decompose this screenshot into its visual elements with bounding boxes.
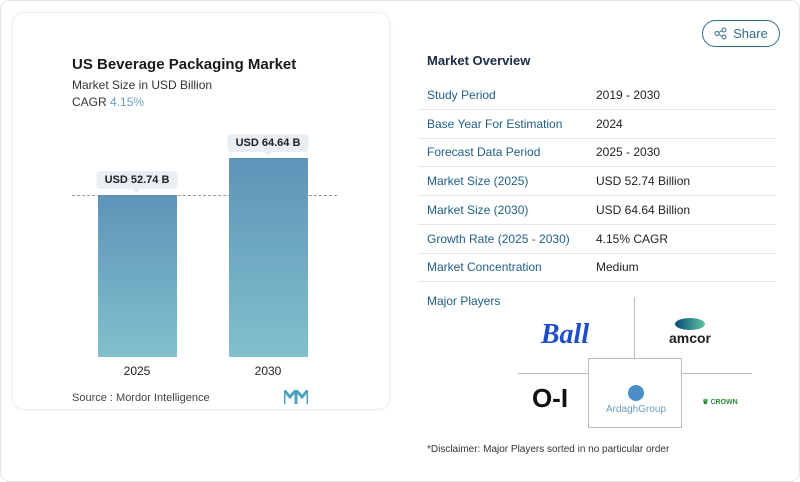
overview-row: Market Size (2030) USD 64.64 Billion — [418, 196, 775, 225]
row-value: USD 52.74 Billion — [596, 174, 691, 189]
row-value: 2024 — [596, 116, 623, 131]
overview-row: Study Period 2019 - 2030 — [418, 81, 775, 110]
cagr: CAGR 4.15% — [72, 95, 144, 109]
row-value: 2019 - 2030 — [596, 88, 661, 102]
x-tick-label: 2030 — [254, 364, 282, 378]
row-value: Medium — [596, 260, 639, 275]
cagr-label: CAGR — [72, 95, 107, 109]
bar-2025 — [98, 194, 177, 357]
row-value: 2025 - 2030 — [596, 145, 661, 160]
row-value: 4.15% CAGR — [596, 231, 669, 246]
source: Source : Mordor Intelligence — [72, 392, 210, 404]
overview-row: Forecast Data Period 2025 - 2030 — [418, 138, 775, 168]
oi-logo: O-I — [531, 382, 569, 413]
source-label: Source : — [72, 392, 113, 404]
overview-row: Market Concentration Medium — [418, 253, 775, 283]
crown-logo: ♛ CROWN — [702, 399, 738, 406]
x-tick-label: 2025 — [123, 364, 151, 378]
overview-row: Growth Rate (2025 - 2030) 4.15% CAGR — [418, 225, 775, 254]
major-players-label: Major Players — [427, 294, 501, 308]
chart-subtitle: Market Size in USD Billion — [72, 78, 213, 92]
chart-card — [12, 12, 390, 410]
ball-logo: Ball — [540, 319, 590, 350]
row-key: Base Year For Estimation — [427, 116, 563, 131]
source-value: Mordor Intelligence — [116, 392, 210, 404]
data-label: USD 52.74 B — [96, 170, 178, 193]
share-label: Share — [733, 26, 768, 41]
disclaimer: *Disclaimer: Major Players sorted in no … — [427, 444, 670, 455]
divider — [634, 297, 635, 375]
overview-row: Base Year For Estimation 2024 — [418, 110, 775, 139]
cagr-value: 4.15% — [110, 95, 145, 109]
amcor-logo: amcor — [655, 312, 725, 352]
row-key: Market Concentration — [427, 260, 542, 275]
bar-2030 — [229, 158, 308, 357]
row-key: Market Size (2030) — [427, 202, 529, 217]
share-button[interactable]: Share — [702, 20, 780, 47]
row-key: Forecast Data Period — [427, 145, 541, 160]
row-value: USD 64.64 Billion — [596, 202, 691, 217]
chart-title: US Beverage Packaging Market — [72, 56, 297, 73]
share-icon — [714, 27, 727, 40]
row-key: Market Size (2025) — [427, 174, 529, 189]
data-label: USD 64.64 B — [227, 134, 309, 156]
reference-line — [72, 195, 337, 196]
row-key: Study Period — [427, 88, 496, 102]
overview-title: Market Overview — [427, 53, 531, 68]
mordor-logo-icon — [284, 390, 308, 404]
row-key: Growth Rate (2025 - 2030) — [427, 231, 570, 246]
ardagh-logo: ArdaghGroup — [596, 378, 676, 422]
overview-row: Market Size (2025) USD 52.74 Billion — [418, 167, 775, 197]
